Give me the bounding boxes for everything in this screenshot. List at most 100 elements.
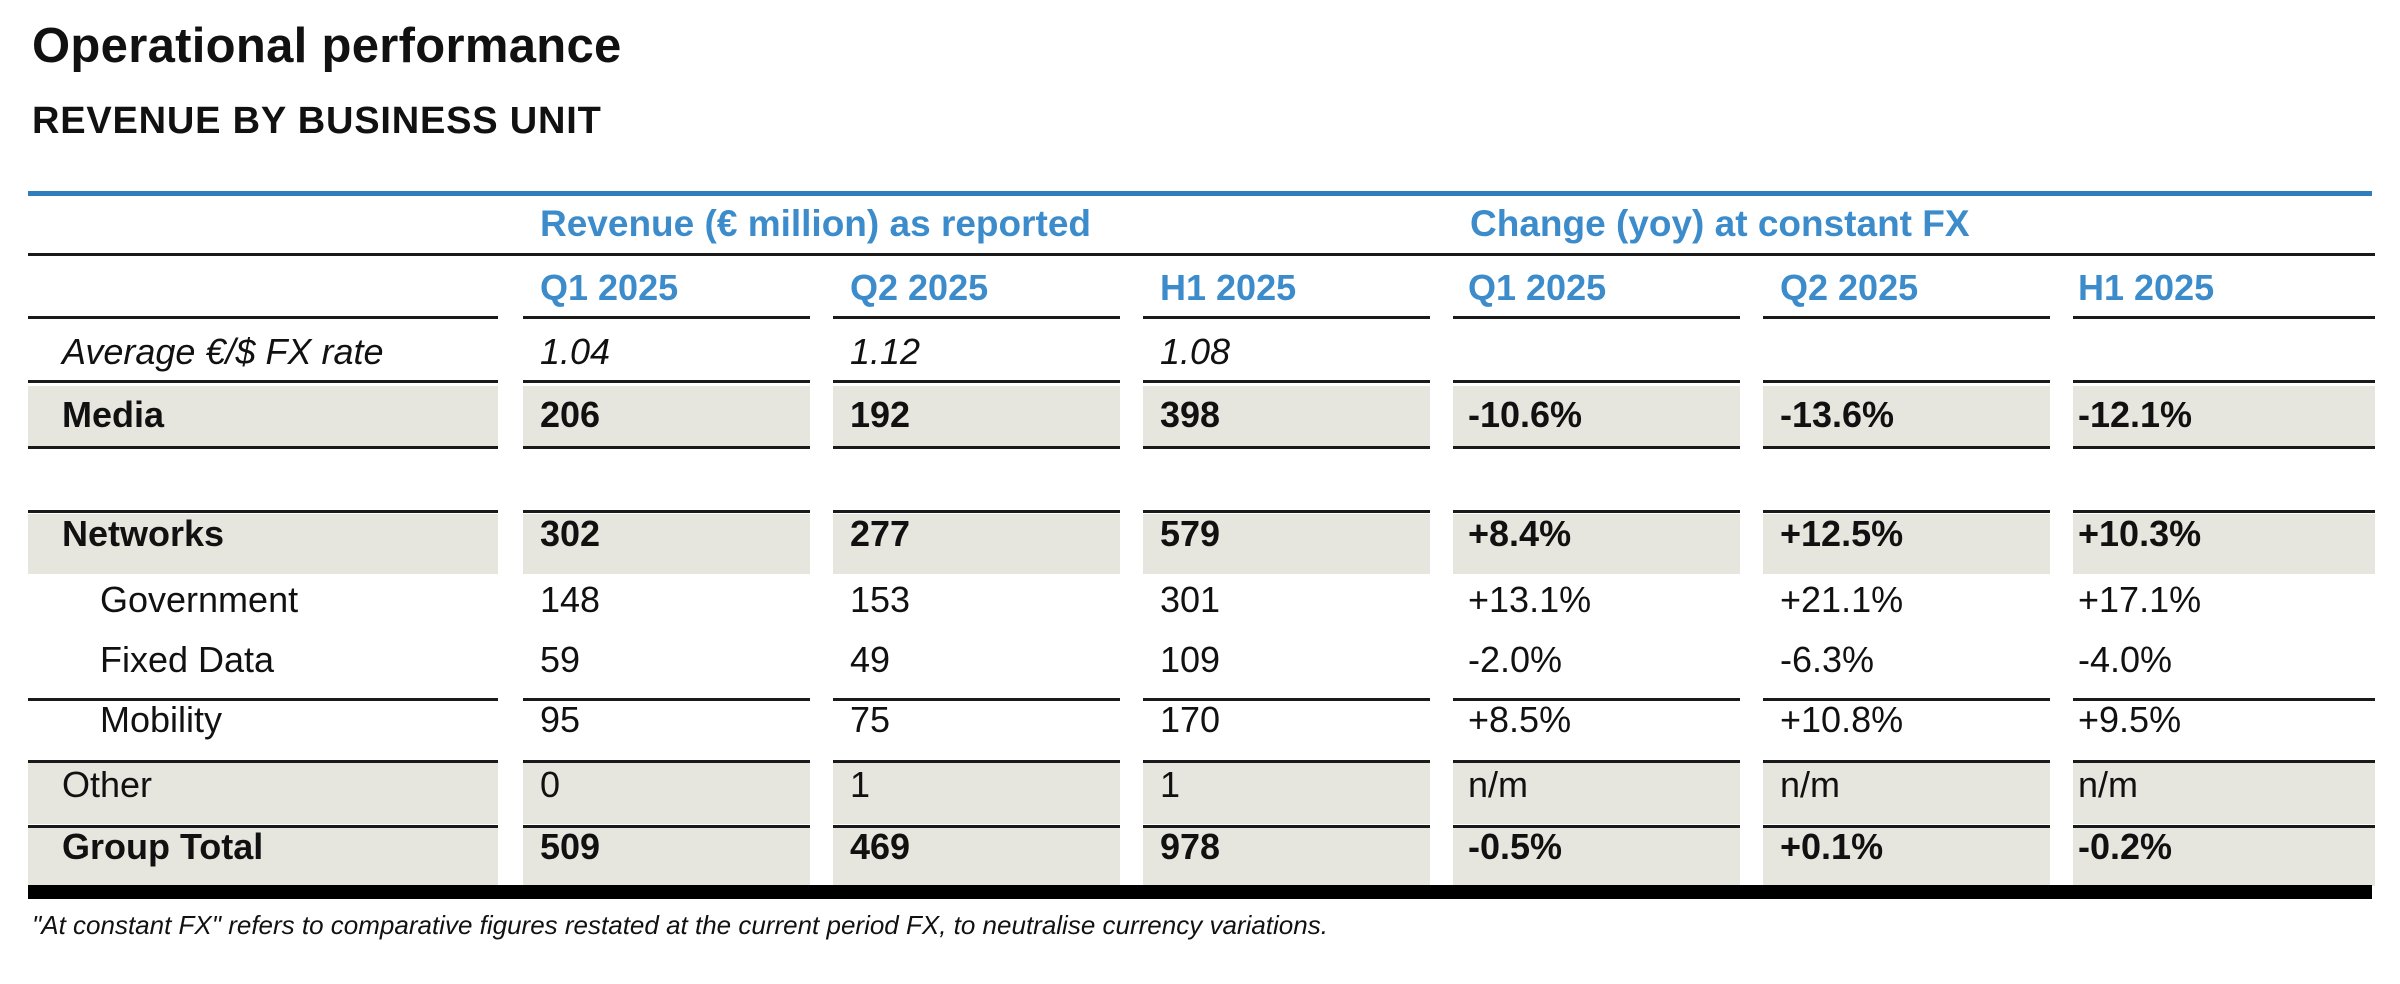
row-shading — [2073, 514, 2375, 574]
table-cell: +21.1% — [1780, 579, 1904, 620]
row-rule — [1763, 510, 2050, 513]
table-cell: -6.3% — [1780, 639, 1875, 680]
row-shading — [1143, 514, 1430, 574]
row-rule — [28, 316, 498, 319]
table-cell: +10.3% — [2078, 513, 2202, 554]
column-header: Q1 2025 — [540, 267, 679, 308]
column-header: Q2 2025 — [1780, 267, 1919, 308]
table-cell: +10.8% — [1780, 699, 1904, 740]
row-rule — [523, 510, 810, 513]
row-rule — [1763, 698, 2050, 701]
row-shading — [523, 386, 810, 446]
table-cell: +13.1% — [1468, 579, 1592, 620]
row-rule — [2073, 825, 2375, 828]
table-cell: -13.6% — [1780, 394, 1895, 435]
group-header-rule — [28, 253, 2375, 256]
table-cell: +8.4% — [1468, 513, 1572, 554]
footnote: "At constant FX" refers to comparative f… — [32, 910, 1328, 940]
row-label: Fixed Data — [100, 639, 275, 680]
row-rule — [28, 698, 498, 701]
table-cell: +9.5% — [2078, 699, 2182, 740]
table-cell: +8.5% — [1468, 699, 1572, 740]
row-rule — [1143, 698, 1430, 701]
table-cell: -2.0% — [1468, 639, 1563, 680]
row-rule — [833, 510, 1120, 513]
row-rule — [2073, 760, 2375, 763]
row-label: Other — [62, 764, 153, 805]
row-rule — [1453, 446, 1740, 449]
table-cell: 509 — [540, 826, 601, 867]
table-cell: 1.08 — [1160, 331, 1231, 372]
row-rule — [833, 380, 1120, 383]
table-bottom-rule — [28, 885, 2372, 899]
row-shading — [833, 828, 1120, 886]
row-shading — [1143, 762, 1430, 824]
page-title: Operational performance — [32, 19, 622, 73]
table-cell: 153 — [850, 579, 911, 620]
row-rule — [1143, 316, 1430, 319]
row-rule — [28, 446, 498, 449]
table-cell: 95 — [540, 699, 581, 740]
row-rule — [1453, 316, 1740, 319]
table-cell: 170 — [1160, 699, 1221, 740]
table-cell: 206 — [540, 394, 601, 435]
row-rule — [1143, 510, 1430, 513]
row-rule — [2073, 380, 2375, 383]
section-subtitle: REVENUE BY BUSINESS UNIT — [32, 100, 602, 142]
row-rule — [523, 446, 810, 449]
table-cell: +17.1% — [2078, 579, 2202, 620]
table-cell: +12.5% — [1780, 513, 1904, 554]
table-cell: 302 — [540, 513, 601, 554]
row-shading — [1763, 828, 2050, 886]
table-cell: 1 — [1160, 764, 1181, 805]
table-cell: 148 — [540, 579, 601, 620]
row-shading — [2073, 828, 2375, 886]
row-rule — [1143, 760, 1430, 763]
row-rule — [833, 825, 1120, 828]
row-rule — [28, 825, 498, 828]
table-cell: 49 — [850, 639, 891, 680]
row-shading — [2073, 386, 2375, 446]
row-rule — [523, 316, 810, 319]
row-rule — [1763, 446, 2050, 449]
row-rule — [833, 760, 1120, 763]
group-header-change: Change (yoy) at constant FX — [1470, 203, 1970, 244]
row-rule — [1143, 446, 1430, 449]
row-rule — [1453, 698, 1740, 701]
column-header: Q1 2025 — [1468, 267, 1607, 308]
row-shading — [833, 514, 1120, 574]
table-cell: 301 — [1160, 579, 1221, 620]
table-cell: 109 — [1160, 639, 1221, 680]
table-cell: 1.04 — [540, 331, 611, 372]
table-cell: +0.1% — [1780, 826, 1884, 867]
table-cell: 277 — [850, 513, 911, 554]
row-rule — [28, 380, 498, 383]
row-rule — [1143, 825, 1430, 828]
table-cell: -0.2% — [2078, 826, 2173, 867]
row-shading — [523, 828, 810, 886]
table-cell: 75 — [850, 699, 891, 740]
row-rule — [2073, 446, 2375, 449]
table-cell: 579 — [1160, 513, 1221, 554]
row-shading — [1143, 386, 1430, 446]
row-rule — [2073, 698, 2375, 701]
table-cell: -10.6% — [1468, 394, 1583, 435]
table-cell: 1.12 — [850, 331, 921, 372]
row-rule — [1763, 316, 2050, 319]
table-cell: 1 — [850, 764, 871, 805]
row-rule — [28, 760, 498, 763]
row-rule — [1763, 760, 2050, 763]
row-shading — [1453, 386, 1740, 446]
table-cell: 0 — [540, 764, 561, 805]
row-shading — [28, 514, 498, 574]
row-shading — [28, 762, 498, 824]
row-shading — [28, 386, 498, 446]
row-shading — [1763, 386, 2050, 446]
row-rule — [523, 825, 810, 828]
row-rule — [833, 316, 1120, 319]
row-shading — [1143, 828, 1430, 886]
row-shading — [2073, 762, 2375, 824]
row-label: Average €/$ FX rate — [62, 331, 384, 372]
row-rule — [1453, 760, 1740, 763]
row-rule — [833, 698, 1120, 701]
